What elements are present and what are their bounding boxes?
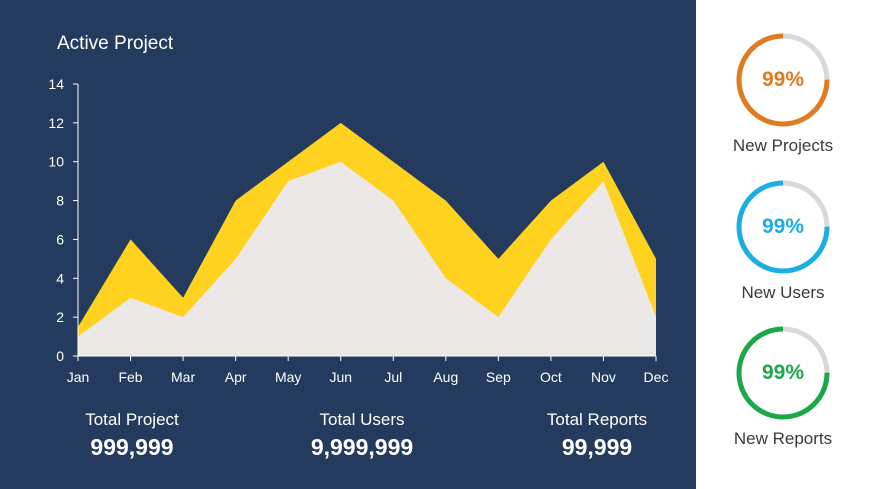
x-tick-label: Dec xyxy=(644,369,669,385)
stat-label: Total Reports xyxy=(546,410,648,429)
chart-title: Active Project xyxy=(57,33,174,54)
ring-progress-arc xyxy=(736,180,830,274)
kpi-sidebar: 99% New Projects 99% New Users 99% New R… xyxy=(696,0,870,489)
dashboard-panel: Active Project 0 2 4 6 8 10 12 14 Jan Feb Mar Apr Ma… xyxy=(0,0,696,489)
kpi-label: New Users xyxy=(741,283,825,302)
y-tick-label: 8 xyxy=(56,193,64,209)
kpi-new-projects: 99% New Projects xyxy=(696,30,870,156)
area-series-2 xyxy=(78,161,656,356)
x-tick-label: Apr xyxy=(225,369,247,385)
x-tick-label: Nov xyxy=(591,369,616,385)
kpi-label: New Projects xyxy=(732,136,834,155)
ring-percent: 99% xyxy=(761,361,805,384)
y-tick-label: 4 xyxy=(56,270,64,286)
area-chart: 0 2 4 6 8 10 12 14 Jan Feb Mar Apr May Jun Jul Aug Sep Oc… xyxy=(48,76,669,385)
kpi-new-reports: 99% New Reports xyxy=(696,323,870,449)
stat-value: 9,999,999 xyxy=(310,434,414,460)
kpi-new-users: 99% New Users xyxy=(696,177,870,303)
stat-total-users: Total Users 9,999,999 xyxy=(262,410,462,461)
x-tick-label: Jul xyxy=(384,369,402,385)
ring-graphic xyxy=(736,33,830,127)
stat-value: 999,999 xyxy=(90,434,174,460)
y-tick-label: 6 xyxy=(56,231,64,247)
x-tick-label: Aug xyxy=(433,369,458,385)
stat-total-reports: Total Reports 99,999 xyxy=(497,410,697,461)
ring-percent: 99% xyxy=(761,215,805,238)
kpi-label: New Reports xyxy=(733,429,833,448)
x-tick-label: Jun xyxy=(329,369,352,385)
stat-total-project: Total Project 999,999 xyxy=(32,410,232,461)
x-tick-label: Feb xyxy=(118,369,142,385)
ring-percent: 99% xyxy=(761,68,805,91)
ring-progress-arc xyxy=(736,33,830,127)
y-tick-label: 2 xyxy=(56,309,64,325)
x-tick-label: Oct xyxy=(540,369,562,385)
progress-ring: 99% xyxy=(733,177,833,277)
x-tick-label: Mar xyxy=(171,369,195,385)
x-tick-label: Jan xyxy=(67,369,90,385)
progress-ring: 99% xyxy=(733,30,833,130)
ring-progress-arc xyxy=(736,326,830,420)
stat-label: Total Project xyxy=(85,410,179,429)
ring-graphic xyxy=(736,326,830,420)
y-tick-label: 0 xyxy=(56,348,64,364)
progress-ring: 99% xyxy=(733,323,833,423)
stat-value: 99,999 xyxy=(561,434,633,460)
y-tick-label: 10 xyxy=(48,154,64,170)
x-tick-label: Sep xyxy=(486,369,511,385)
y-tick-label: 14 xyxy=(48,76,64,92)
x-tick-label: May xyxy=(275,369,301,385)
ring-graphic xyxy=(736,180,830,274)
stat-label: Total Users xyxy=(319,410,405,429)
y-tick-label: 12 xyxy=(48,115,64,131)
